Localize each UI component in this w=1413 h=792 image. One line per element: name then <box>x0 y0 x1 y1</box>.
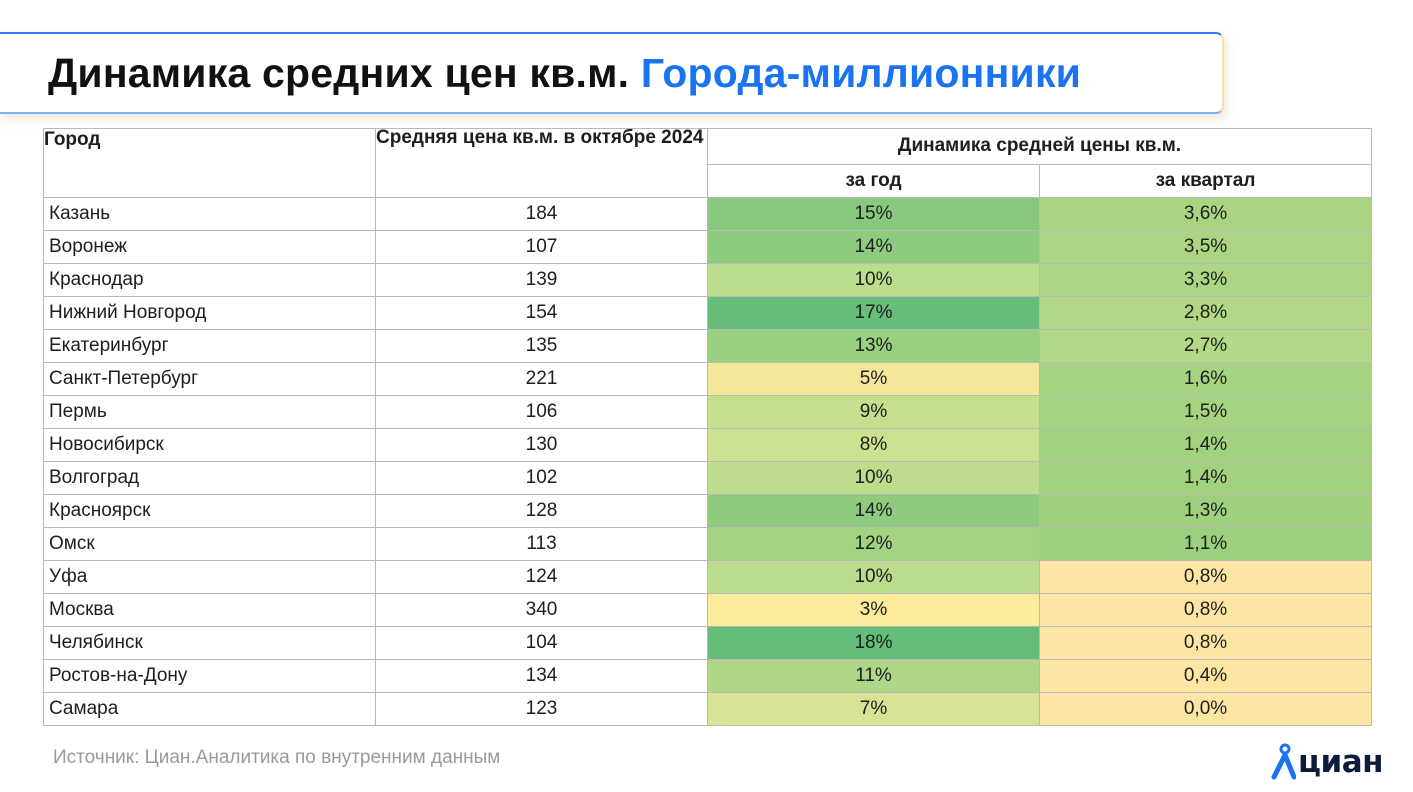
city-cell: Пермь <box>43 395 376 429</box>
quarter-change-cell: 0,0% <box>1039 692 1372 726</box>
quarter-change-cell: 3,3% <box>1039 263 1372 297</box>
quarter-change-cell: 1,6% <box>1039 362 1372 396</box>
year-change-cell: 9% <box>707 395 1040 429</box>
page-title: Динамика средних цен кв.м. Города-миллио… <box>48 50 1081 97</box>
quarter-change-cell: 2,7% <box>1039 329 1372 363</box>
city-cell: Санкт-Петербург <box>43 362 376 396</box>
table-row: Нижний Новгород 154 17% 2,8% <box>43 296 1372 330</box>
title-accent: Города-миллионники <box>640 50 1082 96</box>
year-change-cell: 12% <box>707 527 1040 561</box>
quarter-change-cell: 1,3% <box>1039 494 1372 528</box>
header-quarter: за квартал <box>1039 163 1372 198</box>
quarter-change-cell: 0,8% <box>1039 560 1372 594</box>
quarter-change-cell: 0,8% <box>1039 626 1372 660</box>
city-cell: Красноярск <box>43 494 376 528</box>
price-cell: 135 <box>375 329 708 363</box>
table-row: Краснодар 139 10% 3,3% <box>43 263 1372 297</box>
cian-logo: циан <box>1270 742 1384 782</box>
city-cell: Екатеринбург <box>43 329 376 363</box>
year-change-cell: 13% <box>707 329 1040 363</box>
table-row: Казань 184 15% 3,6% <box>43 197 1372 231</box>
quarter-change-cell: 3,5% <box>1039 230 1372 264</box>
quarter-change-cell: 1,4% <box>1039 461 1372 495</box>
header-city: Город <box>43 128 376 198</box>
table-row: Омск 113 12% 1,1% <box>43 527 1372 561</box>
quarter-change-cell: 3,6% <box>1039 197 1372 231</box>
header-year: за год <box>707 163 1040 198</box>
price-cell: 139 <box>375 263 708 297</box>
year-change-cell: 10% <box>707 263 1040 297</box>
table-row: Москва 340 3% 0,8% <box>43 593 1372 627</box>
city-cell: Омск <box>43 527 376 561</box>
year-change-cell: 18% <box>707 626 1040 660</box>
quarter-change-cell: 2,8% <box>1039 296 1372 330</box>
city-cell: Краснодар <box>43 263 376 297</box>
quarter-change-cell: 0,4% <box>1039 659 1372 693</box>
header-subrow: за год за квартал <box>44 163 1372 198</box>
title-banner <box>0 32 1224 114</box>
year-change-cell: 14% <box>707 230 1040 264</box>
price-cell: 154 <box>375 296 708 330</box>
table-row: Новосибирск 130 8% 1,4% <box>43 428 1372 462</box>
price-cell: 123 <box>375 692 708 726</box>
year-change-cell: 8% <box>707 428 1040 462</box>
price-cell: 113 <box>375 527 708 561</box>
table-row: Пермь 106 9% 1,5% <box>43 395 1372 429</box>
title-main: Динамика средних цен кв.м. <box>48 50 630 96</box>
table-row: Санкт-Петербург 221 5% 1,6% <box>43 362 1372 396</box>
table-row: Самара 123 7% 0,0% <box>43 692 1372 726</box>
price-cell: 124 <box>375 560 708 594</box>
quarter-change-cell: 1,5% <box>1039 395 1372 429</box>
city-cell: Новосибирск <box>43 428 376 462</box>
table-row: Воронеж 107 14% 3,5% <box>43 230 1372 264</box>
price-cell: 106 <box>375 395 708 429</box>
city-cell: Самара <box>43 692 376 726</box>
quarter-change-cell: 1,4% <box>1039 428 1372 462</box>
table-row: Красноярск 128 14% 1,3% <box>43 494 1372 528</box>
price-cell: 130 <box>375 428 708 462</box>
header-price: Средняя цена кв.м. в октябре 2024 г., ты… <box>375 128 708 198</box>
city-cell: Челябинск <box>43 626 376 660</box>
table-row: Ростов-на-Дону 134 11% 0,4% <box>43 659 1372 693</box>
city-cell: Ростов-на-Дону <box>43 659 376 693</box>
header-dynamics: Динамика средней цены кв.м. <box>707 128 1372 165</box>
cian-logo-text: циан <box>1298 744 1384 780</box>
price-cell: 102 <box>375 461 708 495</box>
year-change-cell: 3% <box>707 593 1040 627</box>
quarter-change-cell: 0,8% <box>1039 593 1372 627</box>
price-cell: 128 <box>375 494 708 528</box>
year-change-cell: 17% <box>707 296 1040 330</box>
year-change-cell: 14% <box>707 494 1040 528</box>
city-cell: Казань <box>43 197 376 231</box>
quarter-change-cell: 1,1% <box>1039 527 1372 561</box>
year-change-cell: 5% <box>707 362 1040 396</box>
price-cell: 134 <box>375 659 708 693</box>
year-change-cell: 10% <box>707 560 1040 594</box>
city-cell: Москва <box>43 593 376 627</box>
price-cell: 340 <box>375 593 708 627</box>
header-row: Город Средняя цена кв.м. в октябре 2024 … <box>43 128 1372 198</box>
price-cell: 107 <box>375 230 708 264</box>
city-cell: Уфа <box>43 560 376 594</box>
table-row: Волгоград 102 10% 1,4% <box>43 461 1372 495</box>
year-change-cell: 15% <box>707 197 1040 231</box>
price-dynamics-table: Город Средняя цена кв.м. в октябре 2024 … <box>43 128 1372 726</box>
source-note: Источник: Циан.Аналитика по внутренним д… <box>53 747 501 768</box>
year-change-cell: 10% <box>707 461 1040 495</box>
table-row: Екатеринбург 135 13% 2,7% <box>43 329 1372 363</box>
year-change-cell: 7% <box>707 692 1040 726</box>
table-row: Челябинск 104 18% 0,8% <box>43 626 1372 660</box>
city-cell: Воронеж <box>43 230 376 264</box>
price-cell: 221 <box>375 362 708 396</box>
city-cell: Волгоград <box>43 461 376 495</box>
city-cell: Нижний Новгород <box>43 296 376 330</box>
year-change-cell: 11% <box>707 659 1040 693</box>
cian-logo-icon <box>1271 743 1296 780</box>
table-row: Уфа 124 10% 0,8% <box>43 560 1372 594</box>
price-cell: 104 <box>375 626 708 660</box>
price-cell: 184 <box>375 197 708 231</box>
table-body: Казань 184 15% 3,6% Воронеж 107 14% 3,5% Краснод… <box>43 197 1372 726</box>
